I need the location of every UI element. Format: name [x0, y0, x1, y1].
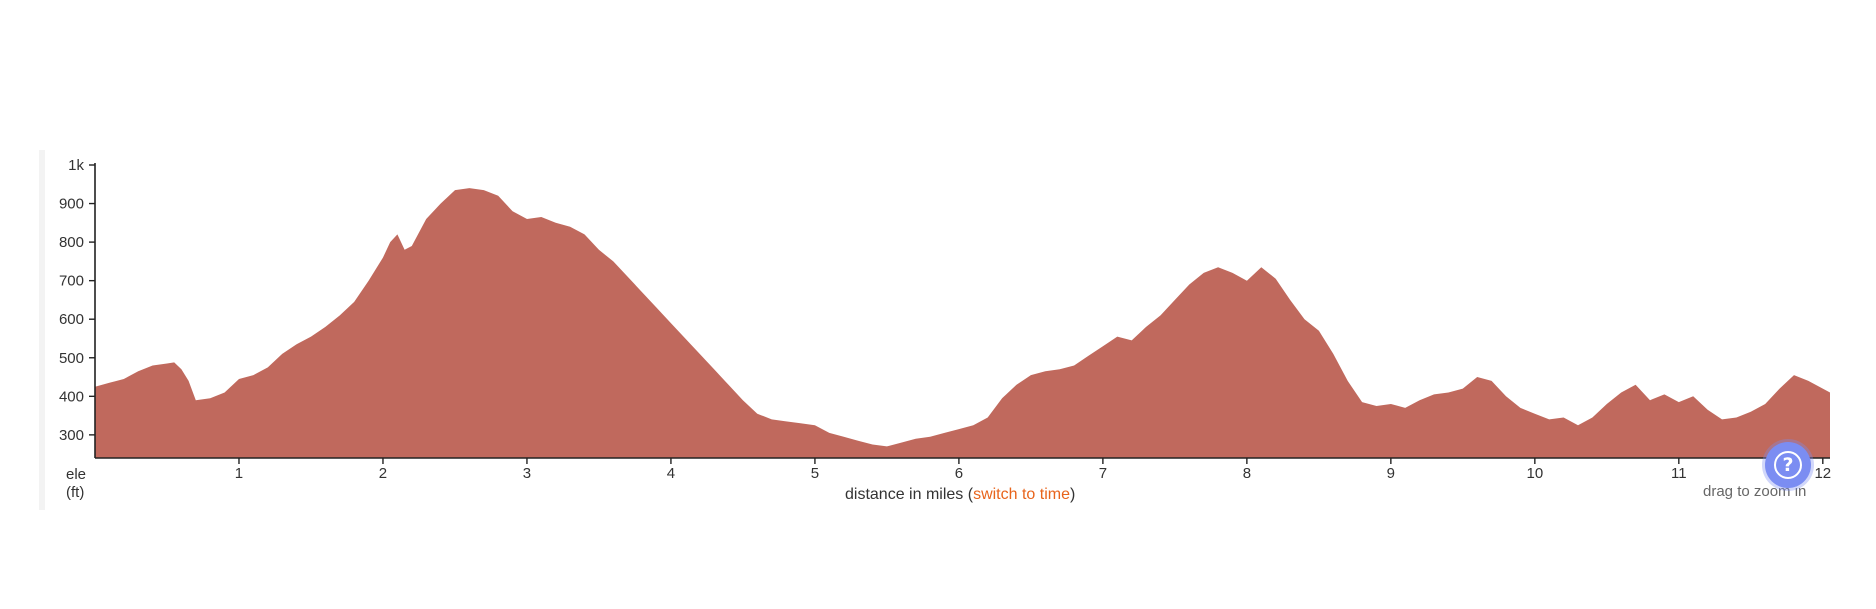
- y-axis-name: ele: [66, 466, 87, 483]
- x-tick-label: 3: [523, 465, 531, 482]
- x-tick-label: 10: [1526, 465, 1543, 482]
- y-tick-label: 900: [59, 196, 84, 213]
- x-tick-label: 1: [235, 465, 243, 482]
- elevation-area: [95, 188, 1830, 458]
- y-tick-label: 800: [59, 234, 84, 251]
- y-axis-unit: (ft): [66, 484, 85, 501]
- help-button[interactable]: ?: [1765, 442, 1811, 488]
- y-tick-label: 700: [59, 273, 84, 290]
- switch-to-time-link[interactable]: switch to time: [973, 486, 1070, 503]
- x-tick-label: 2: [379, 465, 387, 482]
- switch-close-paren: ): [1069, 486, 1076, 503]
- elevation-area-layer: [95, 188, 1830, 458]
- switch-open-paren: (: [967, 486, 974, 503]
- axes-layer: [94, 163, 1830, 459]
- x-tick-label: 5: [811, 465, 819, 482]
- x-axis-label: distance in miles (switch to time): [845, 486, 1075, 504]
- x-tick-label: 7: [1099, 465, 1107, 482]
- x-tick-label: 9: [1387, 465, 1395, 482]
- y-tick-label: 1k: [68, 157, 84, 174]
- x-tick-label: 12: [1814, 465, 1831, 482]
- chart-panel: [39, 150, 1845, 510]
- x-tick-label: 6: [955, 465, 963, 482]
- y-tick-label: 500: [59, 350, 84, 367]
- drag-to-zoom-hint: drag to zoom in: [1703, 483, 1807, 500]
- x-axis-title: distance in miles: [845, 486, 964, 503]
- y-tick-label: 400: [59, 388, 84, 405]
- y-tick-label: 600: [59, 311, 84, 328]
- y-tick-label: 300: [59, 427, 84, 444]
- question-mark-icon: ?: [1774, 451, 1802, 479]
- x-tick-label: 11: [1671, 465, 1687, 482]
- y-axis-label: ele (ft): [66, 466, 86, 502]
- x-tick-label: 8: [1243, 465, 1251, 482]
- x-tick-label: 4: [667, 465, 675, 482]
